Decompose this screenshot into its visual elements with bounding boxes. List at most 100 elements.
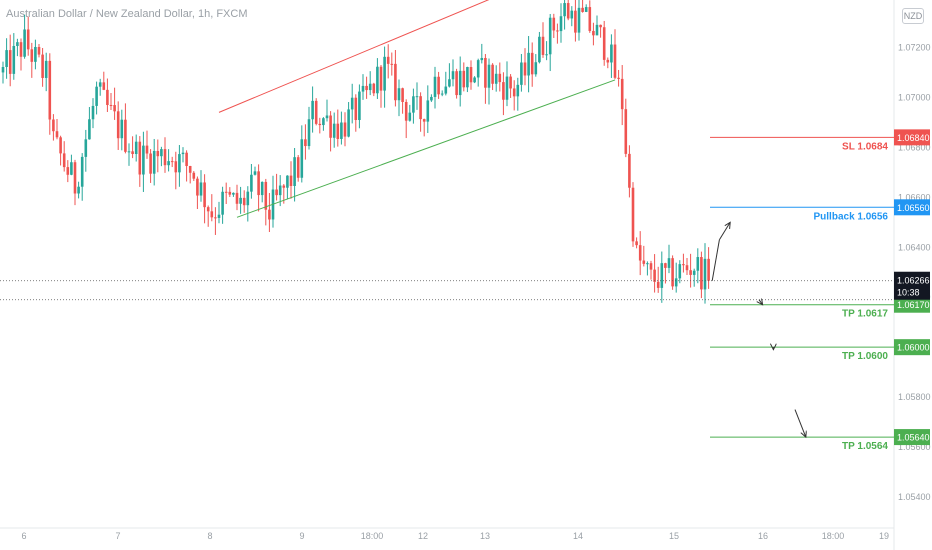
axis-badge-label-sl: 1.06840 [897,133,930,143]
candle-body [131,151,134,155]
candle-body [646,263,649,265]
currency-badge[interactable]: NZD [902,8,924,24]
candle-body [642,260,646,264]
candle-body [160,149,163,157]
candle-body [473,77,476,83]
candle-body [656,281,660,288]
candle-body [336,123,340,139]
candle-body [304,139,307,147]
candle-body [516,84,520,97]
current-price-label: 1.06266 [897,276,930,286]
candle-body [523,62,527,76]
candle-body [311,100,314,120]
candle-body [109,105,113,107]
candle-body [476,60,480,78]
candle-body [170,161,174,163]
candle-body [34,46,37,62]
candle-body [206,207,210,212]
candle-body [235,192,239,204]
candle-body [577,7,581,33]
candle-body [379,66,383,91]
candle-body [124,119,127,152]
x-tick-label: 18:00 [361,531,384,541]
candle-body [44,60,48,78]
candle-body [70,162,73,175]
candle-body [584,7,588,12]
candle-body [440,93,444,95]
x-tick-label: 9 [299,531,304,541]
candle-body [289,175,293,186]
candle-body [628,153,631,188]
candle-body [102,82,106,90]
x-tick-label: 6 [21,531,26,541]
y-tick-label: 1.06800 [898,142,931,152]
candle-body [512,88,516,97]
candle-body [383,56,386,91]
candle-body [224,191,228,193]
candle-body [12,45,16,74]
projection-arrow [794,409,806,437]
candle-body [354,97,358,121]
candle-body [574,10,577,33]
candle-body [91,105,95,120]
candle-body [8,50,12,74]
candle-body [422,119,426,122]
axis-badge-label-tp1: 1.06170 [897,300,930,310]
candle-body [19,42,23,57]
y-tick-label: 1.07000 [898,92,931,102]
candle-body [606,59,610,63]
candle-body [37,46,41,55]
candle-body [365,85,368,91]
candle-body [199,182,203,196]
y-tick-label: 1.06600 [898,192,931,202]
candle-body [592,30,595,36]
candle-body [307,119,311,147]
candle-body [48,60,52,120]
candle-body [59,137,62,154]
candle-body [487,64,491,88]
candle-body [127,151,131,153]
candle-body [239,197,242,204]
candle-body [116,111,120,139]
candle-body [620,78,624,110]
candle-body [368,83,372,91]
candle-body [358,91,361,121]
candle-body [696,257,700,271]
x-tick-label: 8 [207,531,212,541]
candle-body [80,156,84,187]
candle-body [188,166,192,173]
candle-body [214,217,217,219]
candle-body [613,44,617,78]
candle-body [638,245,642,261]
candle-body [149,153,152,174]
candle-body [41,54,44,78]
candle-body [692,270,696,275]
candle-body [329,115,332,138]
candle-body [246,191,250,206]
projection-arrow [759,300,763,305]
candle-body [458,70,462,96]
candle-body [664,263,667,268]
candle-body [408,112,412,121]
candle-body [260,181,264,196]
candle-body [181,152,185,155]
candle-body [98,82,102,87]
projection-start [711,239,720,281]
candle-body [257,171,260,196]
candle-body [242,197,246,206]
axis-badge-tp3 [894,429,930,446]
candle-body [682,264,685,266]
countdown-label: 10:38 [897,288,920,298]
candle-body [84,139,88,157]
candle-body [296,157,300,178]
level-label-pullback: Pullback 1.0656 [814,211,889,222]
x-tick-label: 18:00 [822,531,845,541]
candle-body [527,52,530,76]
x-tick-label: 19 [879,531,889,541]
candle-body [390,63,394,65]
channel-lower-line[interactable] [236,79,616,218]
channel-upper-line[interactable] [218,0,518,113]
candle-body [372,83,376,94]
